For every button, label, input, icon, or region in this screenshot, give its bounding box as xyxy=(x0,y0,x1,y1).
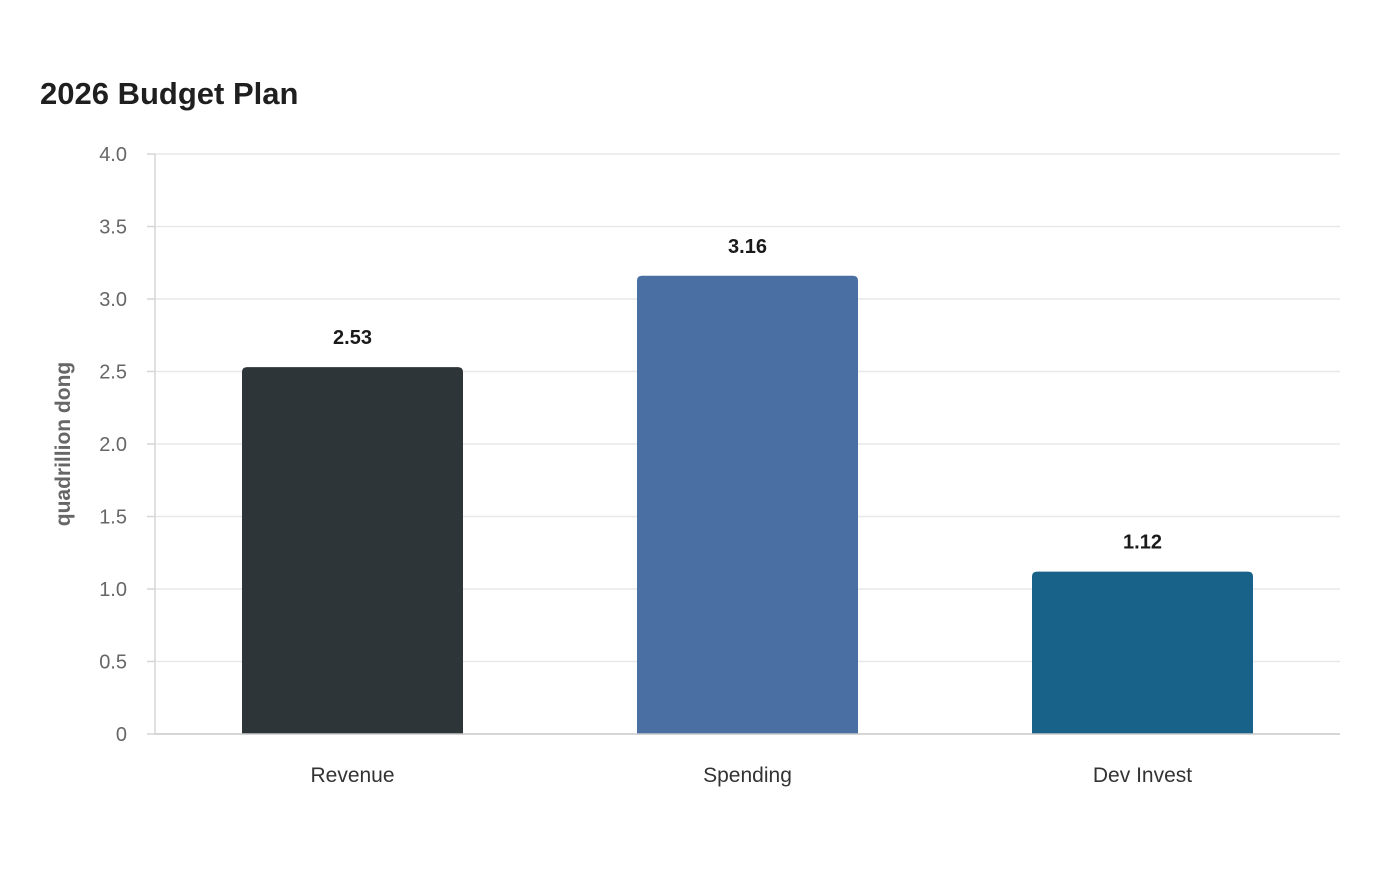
bar-dev-invest xyxy=(1032,571,1253,734)
y-tick-label: 1.5 xyxy=(99,507,127,529)
x-tick-label: Dev Invest xyxy=(1093,764,1192,787)
y-tick-label: 2.0 xyxy=(99,434,127,456)
chart-title: 2026 Budget Plan xyxy=(40,76,299,111)
x-axis-ticks: Revenue Spending Dev Invest xyxy=(310,764,1192,787)
data-labels: 2.53 3.16 1.12 xyxy=(333,236,1162,554)
y-tick-label: 4.0 xyxy=(99,144,127,166)
y-tick-label: 2.5 xyxy=(99,362,127,384)
bars xyxy=(242,275,1253,734)
y-tick-label: 1.0 xyxy=(99,579,127,601)
y-tick-label: 0 xyxy=(116,724,127,746)
y-tick-label: 0.5 xyxy=(99,652,127,674)
y-axis-ticks: 0 0.5 1.0 1.5 2.0 2.5 3.0 3.5 4.0 xyxy=(99,144,127,746)
bar-revenue xyxy=(242,367,463,734)
y-tick-label: 3.0 xyxy=(99,289,127,311)
y-axis-label: quadrillion dong xyxy=(52,362,75,526)
y-tick-label: 3.5 xyxy=(99,217,127,239)
x-tick-label: Revenue xyxy=(310,764,394,787)
bar-spending xyxy=(637,275,858,734)
data-label: 3.16 xyxy=(728,236,767,258)
x-tick-label: Spending xyxy=(703,764,792,787)
data-label: 2.53 xyxy=(333,327,372,349)
data-label: 1.12 xyxy=(1123,532,1162,554)
